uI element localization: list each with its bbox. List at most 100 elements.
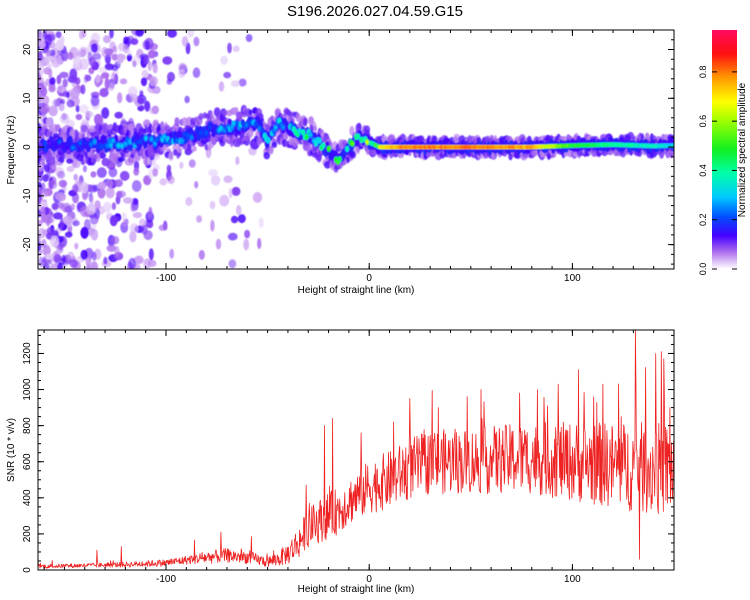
noise-blob [232,45,240,53]
noise-blob [228,188,233,199]
peak-blob [236,121,239,125]
halo-blob [269,145,274,155]
noise-blob [111,202,117,210]
noise-blob [101,46,109,58]
peak-blob [278,119,281,123]
noise-blob [92,251,97,261]
noise-blob [86,203,96,216]
noise-blob [62,215,73,225]
x-tick-label: -100 [156,574,176,585]
peak-blob [254,122,257,126]
noise-blob [127,50,132,56]
noise-blob [85,257,92,267]
colorbar-tick-label: 0.0 [698,263,708,276]
noise-blob [90,43,98,53]
noise-blob [129,223,139,234]
peak-blob [301,130,305,134]
snr-series-line [38,330,674,569]
noise-blob [44,164,50,173]
halo-blob [66,158,74,164]
y-tick-label: 0 [22,144,33,150]
noise-blob [188,159,196,168]
peak-blob [183,132,186,136]
peak-blob [360,138,364,142]
noise-blob [105,186,115,199]
noise-blob [167,30,177,38]
peak-blob [219,126,223,130]
y-tick-label: 400 [22,489,33,506]
x-tick-label: 0 [366,574,372,585]
halo-blob [295,112,301,122]
noise-blob [194,181,199,189]
y-tick-label: 1000 [22,378,33,401]
noise-blob [80,181,89,194]
noise-blob [45,172,51,179]
noise-blob [89,194,94,206]
noise-blob [121,212,127,222]
peak-blob [44,141,47,145]
y-tick-label: 1200 [22,342,33,365]
noise-blob [133,167,140,176]
snr-y-axis-label: SNR (10 * v/v) [6,418,17,482]
noise-blob [230,215,239,224]
noise-blob [181,36,189,47]
peak-blob [47,140,51,143]
noise-blob [41,239,47,248]
noise-blob [135,30,144,37]
noise-blob [57,170,65,179]
noise-blob [48,84,56,93]
peak-blob [241,121,245,125]
noise-blob [238,78,247,87]
noise-blob [72,220,80,227]
noise-blob [101,157,110,167]
noise-blob [90,94,100,107]
peak-blob [237,126,241,129]
colorbar-tick-label: 0.8 [698,66,708,79]
peak-blob [135,141,139,144]
noise-blob [38,91,42,104]
noise-blob [58,103,65,112]
noise-blob [41,182,46,194]
halo-blob [349,149,356,158]
figure-title: S196.2026.027.04.59.G15 [287,3,463,20]
halo-blob [263,151,271,160]
noise-blob [38,173,44,182]
colorbar-tick-label: 0.6 [698,115,708,128]
noise-blob [145,40,150,51]
noise-blob [75,113,83,121]
noise-blob [223,71,232,79]
peak-blob [309,133,312,137]
halo-blob [186,148,194,154]
noise-blob [67,75,78,83]
noise-blob [146,220,154,229]
noise-blob [56,85,66,93]
peak-blob [184,138,188,142]
noise-blob [210,175,221,186]
noise-blob [131,180,142,192]
halo-blob [313,125,318,132]
peak-blob [124,142,128,146]
noise-blob [80,84,86,95]
peak-blob [298,129,301,133]
noise-blob [193,36,200,47]
noise-blob [74,242,79,250]
noise-blob [85,110,94,118]
noise-blob [148,168,154,180]
peak-blob [106,144,109,148]
peak-blob [190,136,193,140]
noise-blob [49,49,56,57]
noise-blob [162,56,173,65]
noise-blob [90,171,97,178]
noise-blob [179,161,184,169]
peak-blob [89,142,93,146]
noise-blob [148,206,153,218]
noise-blob [258,217,264,228]
noise-blob [101,72,110,79]
peak-blob [232,122,235,125]
halo-blob [168,151,174,161]
halo-blob [192,146,197,152]
halo-blob [172,144,179,152]
noise-blob [46,226,55,235]
